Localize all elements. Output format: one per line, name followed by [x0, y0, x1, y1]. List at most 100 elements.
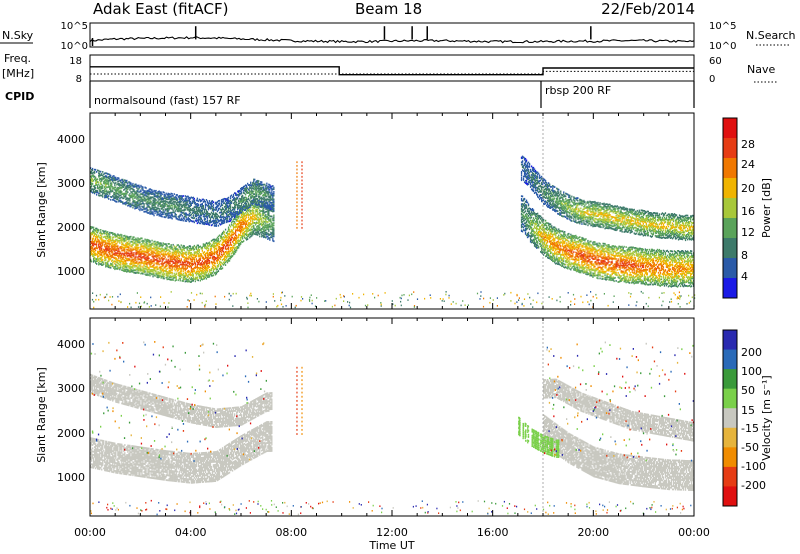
power-cell [521, 198, 522, 200]
power-cell [194, 269, 195, 271]
power-cell [230, 205, 231, 207]
power-cell [116, 191, 117, 193]
power-cell [176, 254, 177, 256]
power-cell [110, 267, 111, 269]
power-cell [172, 207, 173, 209]
power-cell [109, 245, 110, 247]
power-cell [178, 270, 179, 272]
power-cell [273, 201, 274, 203]
power-cell [110, 199, 111, 201]
power-cell [194, 259, 195, 261]
power-cell [267, 202, 268, 204]
power-cell [228, 248, 229, 250]
power-cell [240, 239, 241, 241]
power-cell [529, 210, 530, 212]
power-cell [259, 226, 260, 228]
power-cell [273, 218, 274, 220]
power-cell [233, 228, 234, 230]
power-cell [219, 243, 220, 245]
power-cell [154, 205, 155, 207]
power-cell [132, 183, 133, 185]
power-cell [178, 279, 179, 281]
power-cell [228, 247, 229, 249]
power-cell [135, 256, 136, 258]
power-cell [202, 203, 203, 205]
power-cell [133, 189, 134, 191]
power-cell [183, 270, 184, 272]
power-cell [116, 243, 117, 245]
power-cell [186, 273, 187, 275]
power-cell [188, 275, 189, 277]
power-cell [100, 189, 101, 191]
power-cell [202, 260, 203, 262]
power-cell [95, 169, 96, 171]
power-cell [522, 160, 523, 162]
power-cell [116, 201, 117, 203]
power-cell [120, 263, 121, 265]
power-cell [138, 272, 139, 274]
power-cell [91, 261, 92, 263]
power-cell [108, 182, 109, 184]
power-cell [223, 248, 224, 250]
power-cell [154, 275, 155, 277]
power-cell [209, 266, 210, 268]
power-cell [183, 273, 184, 275]
power-cell [229, 233, 230, 235]
power-cell [170, 251, 171, 253]
power-cell [94, 231, 95, 233]
power-cell [122, 179, 123, 181]
power-cell [273, 205, 274, 207]
power-cell [138, 185, 139, 187]
power-cell [271, 191, 272, 193]
power-cell [245, 194, 246, 196]
power-cell [163, 265, 164, 267]
power-cell [253, 191, 254, 193]
power-cell [193, 277, 194, 279]
power-cell [268, 229, 269, 231]
power-cell [238, 247, 239, 249]
power-cell [126, 193, 127, 195]
power-cell [213, 201, 214, 203]
power-cell [217, 262, 218, 264]
power-cell [131, 252, 132, 254]
power-cell [123, 256, 124, 258]
power-cell [208, 273, 209, 275]
power-cell [207, 211, 208, 213]
power-cell [191, 204, 192, 206]
power-cell [246, 185, 247, 187]
power-cell [222, 204, 223, 206]
power-cell [143, 240, 144, 242]
power-cell [184, 245, 185, 247]
power-cell [179, 258, 180, 260]
power-cell [250, 182, 251, 184]
power-cell [242, 238, 243, 240]
power-cell [103, 262, 104, 264]
power-cell [208, 248, 209, 250]
power-cell [259, 233, 260, 235]
nsky-frame [90, 23, 694, 47]
power-cell [186, 216, 187, 218]
power-cell [137, 206, 138, 208]
power-cell [241, 191, 242, 193]
power-cell [176, 273, 177, 275]
power-cell [157, 194, 158, 196]
power-cell [250, 207, 251, 209]
power-cell [98, 255, 99, 257]
power-cell [273, 220, 274, 222]
cpid-segment-1: normalsound (fast) 157 RF [94, 94, 241, 107]
power-cell [261, 218, 262, 220]
power-cell [130, 203, 131, 205]
power-cell [209, 260, 210, 262]
freq-trace [90, 67, 694, 75]
power-cell [92, 183, 93, 185]
power-cell [145, 254, 146, 256]
power-cell [172, 246, 173, 248]
power-cell [205, 255, 206, 257]
power-cell [248, 217, 249, 219]
power-cell [216, 248, 217, 250]
power-cell [250, 219, 251, 221]
power-cell [150, 201, 151, 203]
power-cell [151, 189, 152, 191]
power-cell [155, 199, 156, 201]
power-cell [110, 187, 111, 189]
